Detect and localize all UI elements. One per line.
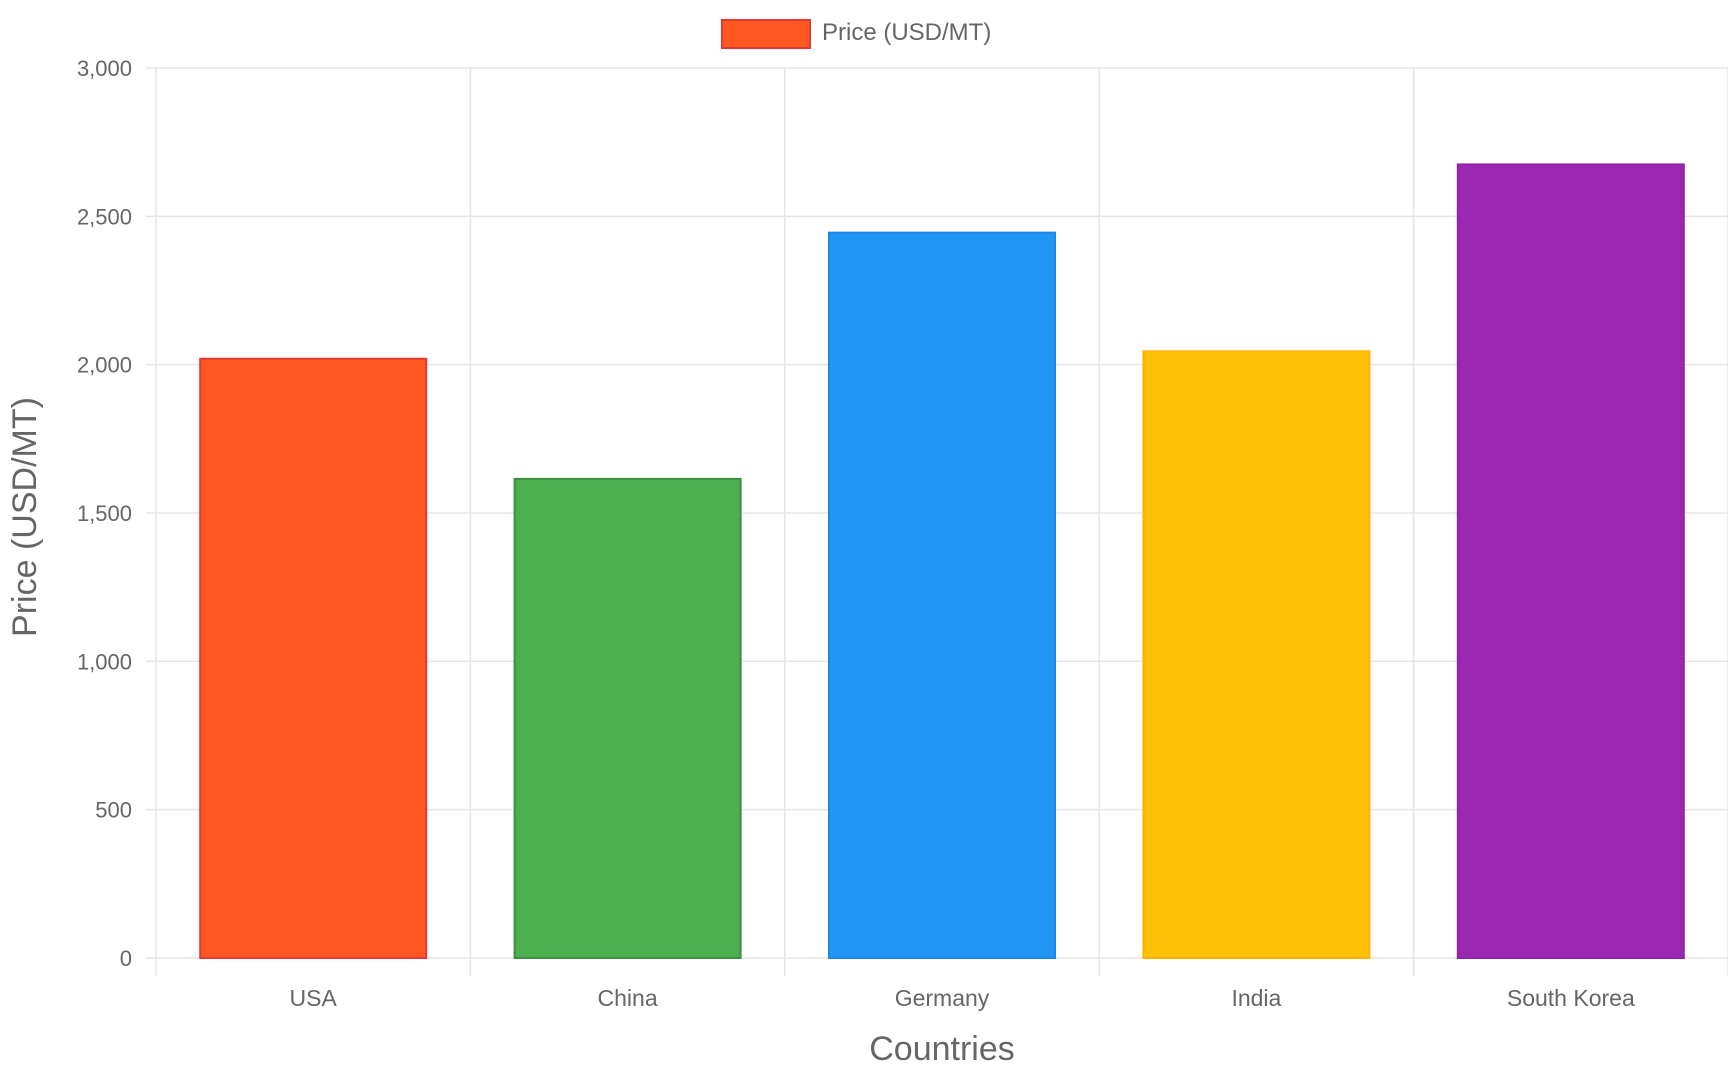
x-tick-label: USA [290,985,338,1011]
legend-label: Price (USD/MT) [822,19,991,46]
x-tick-label: Germany [895,985,990,1011]
y-tick-label: 1,000 [77,649,132,674]
legend-swatch [721,19,811,49]
y-tick-label: 500 [95,798,132,823]
y-tick-label: 2,000 [77,353,132,378]
x-tick-label: South Korea [1507,985,1635,1011]
y-tick-label: 1,500 [77,501,132,526]
y-axis-ticks: 0 500 1,000 1,500 2,000 2,500 3,000 [77,56,132,971]
bar-china [513,477,742,959]
bar-south-korea [1456,163,1685,959]
bar-india [1142,350,1371,960]
x-tick-label: India [1231,985,1281,1011]
bars [199,163,1685,960]
y-tick-label: 3,000 [77,56,132,81]
y-axis-title: Price (USD/MT) [6,397,44,637]
x-tick-label: China [598,985,658,1011]
bar-usa [199,357,428,959]
y-tick-label: 0 [120,946,132,971]
bar-germany [828,231,1056,959]
x-axis-title: Countries [869,1030,1015,1068]
y-tick-label: 2,500 [77,204,132,229]
legend[interactable]: Price (USD/MT) [721,19,991,49]
x-axis-ticks: USA China Germany India South Korea [290,985,1635,1011]
